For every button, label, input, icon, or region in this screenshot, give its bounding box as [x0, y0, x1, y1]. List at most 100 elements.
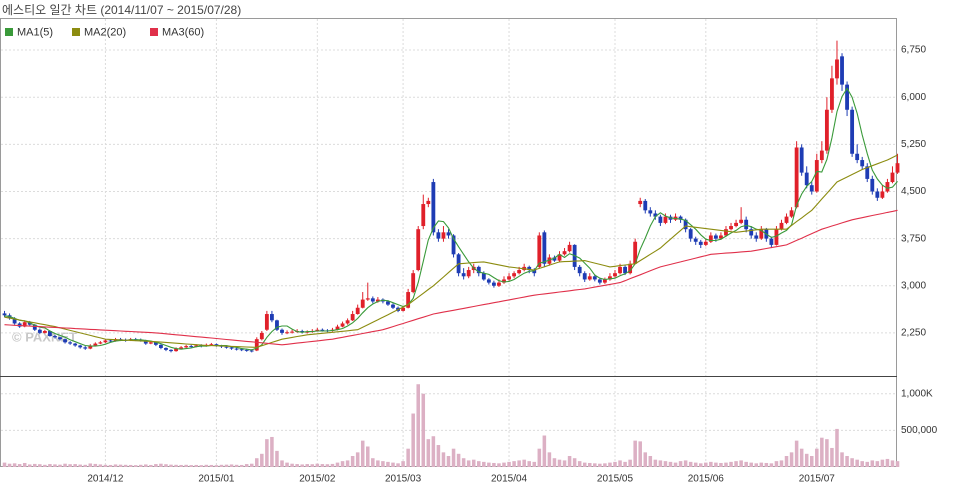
volume-bar: [194, 464, 199, 467]
y-tick-label: 5,250: [901, 139, 926, 150]
candle-body: [406, 292, 411, 308]
candle: [446, 229, 451, 239]
candle-body: [234, 348, 239, 350]
candle-body: [446, 232, 451, 236]
volume-bar: [809, 456, 814, 467]
chart-title: 에스티오 일간 차트 (2014/11/07 ~ 2015/07/28): [2, 3, 241, 17]
candle-body: [885, 182, 890, 192]
candle: [426, 197, 431, 208]
volume-bar: [411, 413, 415, 467]
candle-body: [814, 160, 819, 192]
volume-bar: [53, 464, 57, 467]
candle: [345, 318, 350, 325]
candle: [673, 213, 678, 222]
volume-bar: [38, 464, 42, 467]
volume-bar: [648, 456, 653, 467]
candle: [542, 230, 547, 267]
volume-bar: [275, 450, 279, 467]
candle-body: [68, 342, 73, 344]
volume-bar: [164, 464, 168, 467]
candle: [37, 328, 42, 335]
x-tick-label: 2015/06: [688, 474, 725, 485]
candle: [824, 97, 829, 154]
candle-body: [441, 232, 446, 239]
volume-bar: [577, 461, 582, 467]
volume-bar: [537, 448, 542, 467]
volume-bar: [401, 461, 405, 467]
candle-body: [784, 216, 789, 223]
candle: [693, 236, 698, 245]
candle-body: [249, 350, 254, 352]
moving-average-line: [4, 209, 898, 346]
volume-bar: [426, 439, 431, 467]
candle-body: [678, 216, 683, 220]
candle: [88, 344, 93, 350]
volume-bar: [613, 461, 617, 467]
volume-bar: [673, 462, 678, 467]
volume-bar: [562, 460, 567, 467]
volume-bar: [774, 461, 779, 467]
candle: [280, 328, 284, 335]
y-tick-label: 1,000K: [901, 388, 933, 399]
candle-body: [466, 270, 471, 277]
candle: [421, 194, 426, 230]
candle: [784, 213, 789, 225]
volume-bar: [643, 452, 648, 467]
candle: [42, 329, 47, 334]
candle: [234, 347, 239, 351]
candle-body: [411, 273, 416, 293]
candle: [63, 338, 67, 344]
candle-body: [416, 229, 421, 271]
candle: [890, 166, 895, 184]
volume-bar: [68, 464, 72, 467]
volume-bar: [93, 463, 98, 467]
candle: [436, 229, 441, 242]
volume-bar: [527, 461, 531, 467]
candle-body: [557, 254, 562, 261]
candle-body: [769, 238, 774, 245]
candle-body: [562, 251, 567, 255]
volume-bar: [396, 463, 400, 467]
volume-bar: [310, 464, 315, 467]
candle-body: [280, 329, 284, 333]
candle: [275, 319, 279, 332]
candle: [633, 238, 638, 265]
candle-body: [481, 273, 486, 280]
candle: [461, 268, 466, 280]
volume-bar: [305, 464, 310, 467]
candle-body: [835, 59, 839, 79]
candle: [819, 141, 824, 164]
volume-bar: [507, 461, 511, 467]
volume-bar: [325, 464, 330, 467]
candle: [734, 219, 738, 228]
candle-body: [799, 147, 804, 173]
candle-body: [890, 172, 895, 183]
candle-body: [365, 298, 370, 300]
candle: [855, 144, 860, 164]
volume-bar: [366, 446, 370, 467]
volume-bar: [58, 464, 62, 467]
candle: [582, 271, 587, 282]
candle-body: [577, 266, 582, 274]
candle: [885, 178, 890, 193]
candle: [184, 344, 189, 348]
candle-body: [58, 337, 62, 340]
volume-bar: [598, 463, 602, 467]
volume-bar: [492, 462, 496, 467]
candle: [254, 337, 259, 352]
candle-body: [259, 332, 264, 340]
candle-body: [719, 235, 723, 239]
y-tick-label: 3,750: [901, 233, 926, 244]
volume-bar: [219, 464, 224, 467]
volume-bar: [618, 460, 622, 467]
volume-bar: [22, 462, 27, 467]
legend-swatch: [72, 28, 80, 36]
legend-swatch: [150, 28, 158, 36]
candle-body: [527, 266, 532, 271]
volume-bar: [779, 460, 784, 467]
volume-bar: [658, 460, 663, 467]
volume-bar: [860, 461, 864, 467]
candle-body: [229, 347, 234, 349]
candle: [365, 282, 370, 301]
